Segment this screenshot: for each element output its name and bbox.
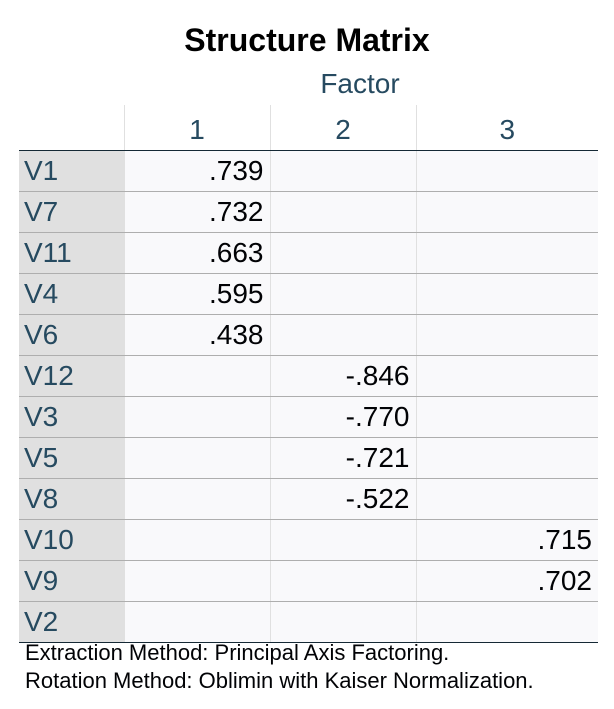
row-label: V11 [19, 232, 124, 274]
corner-cell [19, 105, 124, 151]
row-label: V3 [19, 396, 124, 438]
loading-cell: -.522 [269, 478, 416, 520]
loading-cell: .663 [123, 232, 270, 274]
table-row: V7 .732 [19, 191, 598, 233]
row-label: V6 [19, 314, 124, 356]
table-row: V1 .739 [19, 150, 598, 192]
loading-cell: .702 [415, 560, 598, 602]
loading-cell [269, 560, 416, 602]
row-label: V5 [19, 437, 124, 479]
loading-cell [123, 355, 270, 397]
row-label: V10 [19, 519, 124, 561]
loading-cell [269, 150, 416, 192]
loading-cell [415, 478, 598, 520]
table-row: V6 .438 [19, 314, 598, 356]
row-label: V4 [19, 273, 124, 315]
table-row: V10 .715 [19, 519, 598, 561]
table-title: Structure Matrix [184, 22, 430, 58]
column-header-factor-1: 1 [123, 105, 270, 151]
loading-cell [415, 273, 598, 315]
loading-cell [123, 396, 270, 438]
row-label: V12 [19, 355, 124, 397]
loading-cell: .739 [123, 150, 270, 192]
row-label: V9 [19, 560, 124, 602]
loading-cell [269, 519, 416, 561]
loading-cell: .732 [123, 191, 270, 233]
loading-cell [269, 601, 416, 643]
structure-matrix-table: 1 2 3 V1 .739 V7 .732 V11 .663 V4 .595 [19, 105, 598, 643]
loading-cell [415, 355, 598, 397]
loading-cell: -.721 [269, 437, 416, 479]
loading-cell [415, 396, 598, 438]
table-row: V12 -.846 [19, 355, 598, 397]
loading-cell [269, 314, 416, 356]
factor-header: Factor [320, 68, 400, 99]
loading-cell [123, 437, 270, 479]
table-row: V3 -.770 [19, 396, 598, 438]
column-header-factor-2: 2 [269, 105, 416, 151]
loading-cell: .438 [123, 314, 270, 356]
table-row: V2 [19, 601, 598, 643]
loading-cell: -.846 [269, 355, 416, 397]
loading-cell [415, 232, 598, 274]
loading-cell [123, 560, 270, 602]
loading-cell [123, 478, 270, 520]
loading-cell [415, 437, 598, 479]
loading-cell [415, 601, 598, 643]
loading-cell [415, 314, 598, 356]
loading-cell: .715 [415, 519, 598, 561]
loading-cell: -.770 [269, 396, 416, 438]
table-row: V8 -.522 [19, 478, 598, 520]
column-header-factor-3: 3 [415, 105, 598, 151]
loading-cell [123, 601, 270, 643]
table-row: V4 .595 [19, 273, 598, 315]
row-label: V2 [19, 601, 124, 643]
loading-cell [269, 273, 416, 315]
table-row: V11 .663 [19, 232, 598, 274]
row-label: V8 [19, 478, 124, 520]
table-row: V9 .702 [19, 560, 598, 602]
rotation-method-footnote: Rotation Method: Oblimin with Kaiser Nor… [25, 668, 534, 693]
loading-cell [415, 191, 598, 233]
loading-cell [415, 150, 598, 192]
loading-cell [269, 232, 416, 274]
loading-cell: .595 [123, 273, 270, 315]
extraction-method-footnote: Extraction Method: Principal Axis Factor… [25, 640, 450, 665]
loading-cell [123, 519, 270, 561]
table-row: V5 -.721 [19, 437, 598, 479]
loading-cell [269, 191, 416, 233]
column-header-row: 1 2 3 [19, 105, 598, 151]
row-label: V7 [19, 191, 124, 233]
row-label: V1 [19, 150, 124, 192]
